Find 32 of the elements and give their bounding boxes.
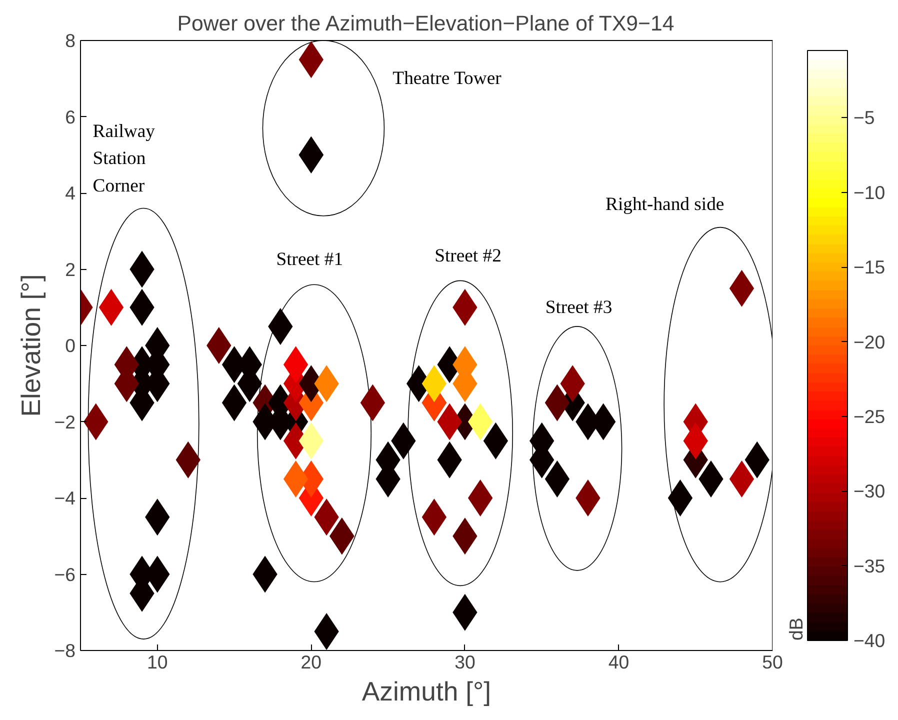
y-axis-title: Elevation [°]	[16, 274, 46, 417]
y-tick-label: 2	[65, 258, 76, 280]
annotation: Theatre Tower	[392, 68, 502, 90]
color-bar-label: −30	[854, 480, 886, 502]
color-bar-label: −40	[854, 630, 886, 651]
x-tick-label: 50	[762, 652, 783, 672]
y-tick-label: 8	[65, 30, 76, 51]
y-tick-label: −6	[54, 564, 76, 585]
y-tick-label: −4	[54, 488, 76, 508]
color-bar-label: −20	[854, 331, 886, 352]
x-tick-label: 30	[454, 652, 476, 672]
color-bar-title: dB	[786, 618, 806, 640]
annotation: Railway Station Corner	[92, 120, 156, 196]
y-tick-label: −2	[54, 411, 76, 432]
annotation: Street #1	[276, 249, 344, 270]
x-tick-label: 20	[300, 652, 322, 672]
x-tick-label: 40	[608, 652, 630, 672]
y-tick-label: −8	[54, 640, 76, 661]
color-bar-label: −5	[854, 107, 875, 128]
y-tick-label: 0	[65, 335, 76, 356]
color-bar-label: −15	[854, 256, 886, 278]
annotation: Street #2	[434, 245, 502, 266]
annotation: Right-hand side	[606, 194, 724, 215]
x-axis-title: Azimuth [°]	[362, 676, 492, 706]
chart-title: Power over the Azimuth−Elevation−Plane of TX9−14	[177, 12, 674, 36]
color-bar-label: −10	[854, 182, 886, 203]
color-bar-label: −35	[854, 555, 886, 576]
color-bar-label: −25	[854, 406, 886, 427]
annotation: Street #3	[545, 296, 612, 318]
y-tick-label: 4	[65, 182, 76, 204]
x-tick-label: 10	[147, 652, 168, 672]
y-tick-label: 6	[65, 106, 76, 128]
